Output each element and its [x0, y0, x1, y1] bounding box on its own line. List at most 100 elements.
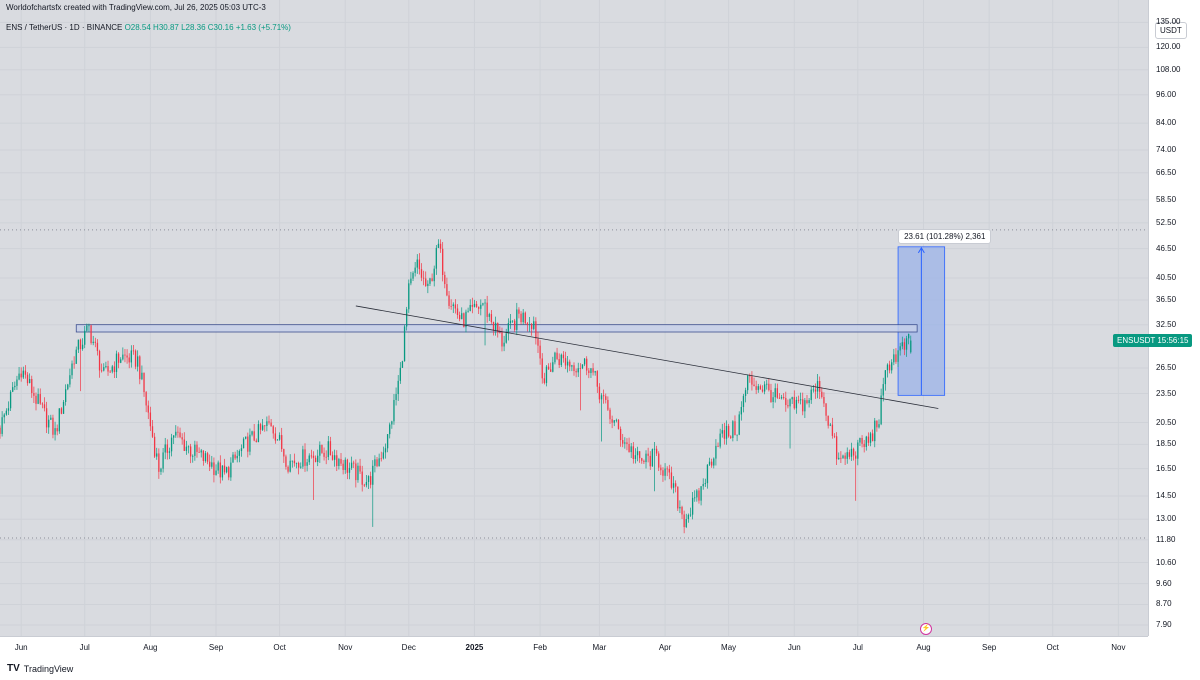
candle-body [560, 354, 562, 366]
candle-body [569, 361, 571, 367]
candle-body [469, 304, 471, 311]
candle-body [501, 332, 503, 347]
measure-label[interactable]: 23.61 (101.28%) 2,361 [898, 228, 992, 244]
candle-body [289, 460, 291, 472]
candle-body [168, 451, 171, 453]
candle-body [382, 452, 385, 459]
candle-body [742, 395, 745, 407]
candle-body [132, 350, 135, 352]
candle-body [763, 384, 766, 392]
ohlc-open: O28.54 [124, 23, 151, 32]
candle-body [278, 435, 281, 440]
currency-badge[interactable]: USDT [1155, 22, 1187, 39]
candle-body [308, 455, 310, 463]
time-label: May [721, 643, 737, 652]
candle-body [232, 454, 234, 463]
candlestick-chart[interactable] [0, 0, 1148, 636]
candle-body [145, 392, 147, 406]
candle-body [821, 391, 823, 397]
symbol-legend[interactable]: ENS / TetherUS · 1D · BINANCE O28.54 H30… [6, 23, 291, 32]
price-label: 52.50 [1156, 217, 1177, 227]
candle-body [901, 342, 903, 347]
candle-body [780, 397, 783, 399]
candle-body [33, 393, 35, 396]
time-scale[interactable] [0, 636, 1148, 658]
candle-body [715, 445, 717, 459]
candle-body [649, 455, 651, 467]
candle-body [88, 325, 90, 327]
candle-body [833, 435, 836, 437]
candle-body [177, 431, 179, 433]
candle-body [374, 459, 376, 466]
candle-body [242, 438, 245, 449]
candle-body [759, 386, 762, 390]
candle-body [43, 404, 46, 409]
candle-body [687, 514, 690, 520]
candle-body [283, 449, 285, 457]
candle-body [261, 425, 264, 430]
candle-body [24, 370, 27, 375]
candle-body [204, 453, 207, 461]
price-scale[interactable] [1148, 0, 1200, 636]
candle-body [355, 463, 357, 481]
tradingview-logo[interactable]: TV TradingView [7, 663, 73, 674]
price-label: 9.60 [1156, 578, 1172, 588]
candle-body [435, 247, 437, 269]
candle-body [192, 455, 194, 457]
candle-body [526, 323, 529, 325]
candle-body [160, 468, 162, 472]
candle-body [295, 462, 298, 464]
candle-body [344, 459, 346, 470]
chart-attribution: Worldofchartsfx created with TradingView… [6, 3, 266, 12]
candle-body [778, 397, 781, 399]
candle-body [630, 446, 632, 453]
candle-body [806, 400, 808, 404]
candle-body [855, 455, 857, 459]
time-label: Jul [79, 643, 90, 652]
candle-body [861, 437, 863, 444]
candle-body [202, 450, 204, 461]
candle-body [194, 444, 196, 456]
candle-body [151, 426, 154, 437]
candle-body [711, 461, 713, 466]
candle-body [772, 397, 774, 403]
candle-body [442, 248, 444, 276]
symbol-title[interactable]: ENS / TetherUS · 1D · BINANCE [6, 23, 123, 32]
candle-body [393, 399, 395, 422]
candle-body [838, 457, 840, 460]
candle-body [499, 332, 501, 334]
candle-body [497, 322, 499, 333]
price-label: 108.00 [1156, 64, 1181, 74]
candle-body [865, 436, 867, 447]
candle-body [622, 440, 624, 444]
candle-body [825, 403, 827, 416]
candle-body [535, 321, 537, 339]
candle-body [725, 425, 728, 439]
candle-body [596, 371, 598, 387]
candle-body [651, 449, 654, 467]
price-label: 26.50 [1156, 363, 1177, 373]
candle-body [75, 349, 77, 364]
candle-body [668, 468, 670, 473]
candle-body [196, 444, 198, 452]
candle-body [537, 338, 539, 346]
candle-body [628, 443, 630, 453]
resistance-zone [75, 324, 918, 333]
candle-body [73, 363, 75, 365]
candle-body [607, 399, 609, 410]
candle-body [694, 497, 696, 499]
chart-pane[interactable] [0, 0, 1148, 636]
candle-body [297, 462, 300, 468]
candle-body [895, 354, 897, 362]
candle-body [734, 421, 736, 436]
candle-body [367, 476, 370, 482]
lightning-event-icon[interactable]: ⚡ [920, 623, 932, 635]
candle-body [56, 428, 58, 432]
time-label: Sep [982, 643, 997, 652]
candle-body [268, 421, 270, 423]
candle-body [753, 384, 755, 387]
candle-body [461, 313, 463, 320]
candle-body [50, 417, 52, 420]
candle-body [350, 462, 353, 468]
candle-body [293, 460, 296, 464]
